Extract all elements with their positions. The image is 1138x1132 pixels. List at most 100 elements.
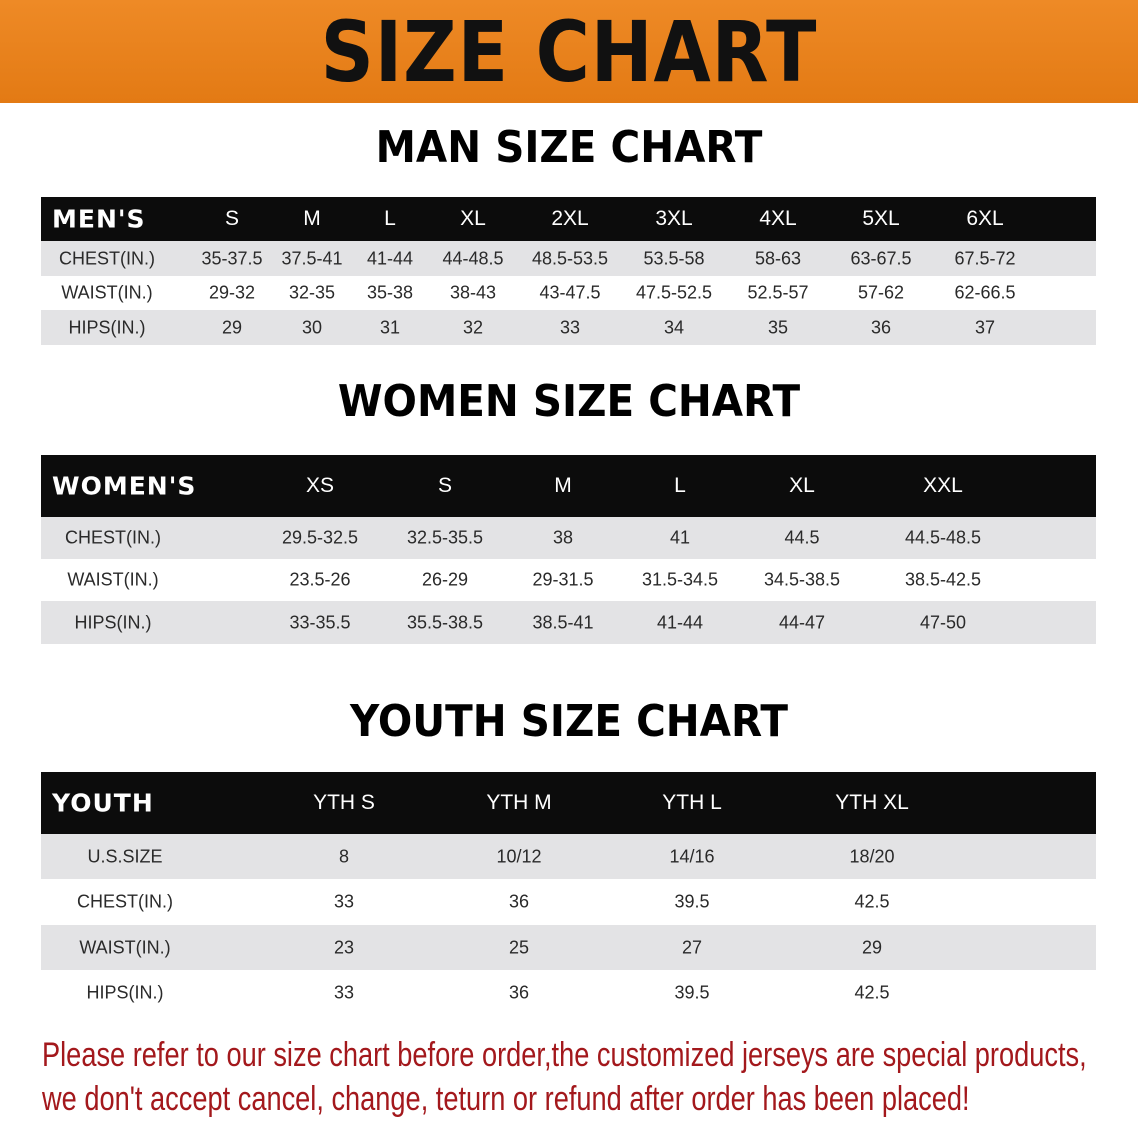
table-cell: 26-29 bbox=[421, 569, 469, 590]
row-label: CHEST(IN.) bbox=[77, 891, 173, 912]
table-cell: 35-37.5 bbox=[201, 248, 263, 268]
women-section-title: WOMEN SIZE CHART bbox=[337, 376, 801, 427]
column-header: 6XL bbox=[966, 207, 1004, 230]
column-header: XL bbox=[789, 474, 815, 497]
table-row: HIPS(IN.) 33-35.5 35.5-38.5 38.5-41 41-44 44-… bbox=[41, 601, 1096, 644]
column-header: XL bbox=[460, 207, 486, 230]
table-header: MEN'S S M L XL 2XL 3XL 4XL 5XL 6XL bbox=[41, 197, 1096, 241]
table-header: WOMEN'S XS S M L XL XXL bbox=[41, 455, 1096, 517]
table-row: WAIST(IN.) 23 25 27 29 bbox=[41, 925, 1096, 970]
table-cell: 38 bbox=[552, 527, 574, 548]
table-cell: 32-35 bbox=[288, 282, 336, 303]
table-cell: 31 bbox=[379, 317, 401, 337]
youth-section-title: YOUTH SIZE CHART bbox=[350, 696, 788, 747]
table-row: CHEST(IN.) 29.5-32.5 32.5-35.5 38 41 44.5 44.5… bbox=[41, 517, 1096, 559]
table-cell: 41-44 bbox=[656, 612, 704, 632]
column-header: YTH XL bbox=[835, 791, 909, 814]
table-cell: 30 bbox=[301, 317, 323, 337]
table-cell: 23 bbox=[333, 937, 355, 957]
column-header: L bbox=[384, 207, 396, 230]
row-label: CHEST(IN.) bbox=[59, 248, 155, 268]
column-header: 4XL bbox=[759, 207, 797, 230]
column-header: 3XL bbox=[655, 207, 693, 230]
column-header: M bbox=[303, 207, 321, 230]
table-row: HIPS(IN.) 29 30 31 32 33 34 35 36 37 bbox=[41, 310, 1096, 345]
column-header: XXL bbox=[923, 474, 963, 497]
table-cell: 48.5-53.5 bbox=[531, 248, 609, 268]
column-header: YTH L bbox=[662, 791, 722, 814]
table-cell: 47-50 bbox=[919, 612, 967, 632]
row-label: U.S.SIZE bbox=[87, 846, 163, 866]
table-cell: 37.5-41 bbox=[281, 248, 343, 268]
table-category-heading: WOMEN'S bbox=[52, 471, 197, 501]
table-cell: 44-48.5 bbox=[442, 248, 504, 268]
table-cell: 10/12 bbox=[496, 846, 542, 866]
table-cell: 67.5-72 bbox=[954, 248, 1016, 268]
table-cell: 39.5 bbox=[674, 982, 710, 1002]
notice-line-2: we don't accept cancel, change, teturn o… bbox=[42, 1080, 970, 1118]
table-cell: 29 bbox=[861, 937, 883, 957]
table-cell: 57-62 bbox=[857, 282, 905, 303]
table-row: WAIST(IN.) 29-32 32-35 35-38 38-43 43-47.5 47.… bbox=[41, 276, 1096, 310]
table-cell: 38.5-42.5 bbox=[904, 569, 982, 590]
table-cell: 38-43 bbox=[449, 282, 497, 303]
column-header: M bbox=[554, 474, 572, 497]
table-cell: 33 bbox=[559, 317, 581, 337]
table-cell: 62-66.5 bbox=[954, 282, 1016, 303]
table-cell: 42.5 bbox=[854, 982, 890, 1002]
table-cell: 47.5-52.5 bbox=[635, 282, 713, 303]
table-cell: 32 bbox=[462, 317, 484, 337]
table-cell: 23.5-26 bbox=[289, 569, 351, 590]
table-cell: 36 bbox=[508, 891, 530, 912]
table-cell: 41 bbox=[669, 527, 691, 548]
table-cell: 29-32 bbox=[208, 282, 256, 303]
row-label: HIPS(IN.) bbox=[86, 982, 164, 1002]
row-label: WAIST(IN.) bbox=[61, 282, 153, 303]
column-header: S bbox=[224, 207, 240, 230]
table-cell: 52.5-57 bbox=[747, 282, 809, 303]
table-cell: 36 bbox=[870, 317, 892, 337]
table-cell: 42.5 bbox=[854, 891, 890, 912]
column-header: YTH S bbox=[313, 791, 375, 814]
table-cell: 29.5-32.5 bbox=[281, 527, 359, 548]
table-category-heading: YOUTH bbox=[52, 788, 154, 818]
table-cell: 63-67.5 bbox=[850, 248, 912, 268]
table-cell: 35.5-38.5 bbox=[406, 612, 484, 632]
table-row: U.S.SIZE 8 10/12 14/16 18/20 bbox=[41, 834, 1096, 879]
row-label: CHEST(IN.) bbox=[65, 527, 161, 548]
table-cell: 32.5-35.5 bbox=[406, 527, 484, 548]
column-header: L bbox=[674, 474, 686, 497]
table-cell: 14/16 bbox=[669, 846, 715, 866]
row-label: WAIST(IN.) bbox=[79, 937, 171, 957]
table-cell: 29-31.5 bbox=[532, 569, 594, 590]
column-header: S bbox=[437, 474, 453, 497]
men-section-title: MAN SIZE CHART bbox=[375, 122, 763, 173]
column-header: 2XL bbox=[551, 207, 589, 230]
table-cell: 43-47.5 bbox=[539, 282, 601, 303]
table-header: YOUTH YTH S YTH M YTH L YTH XL bbox=[41, 772, 1096, 834]
table-cell: 29 bbox=[221, 317, 243, 337]
table-row: CHEST(IN.) 33 36 39.5 42.5 bbox=[41, 879, 1096, 925]
table-cell: 44-47 bbox=[778, 612, 826, 632]
banner-title: SIZE CHART bbox=[320, 3, 818, 101]
table-cell: 25 bbox=[508, 937, 530, 957]
table-cell: 41-44 bbox=[366, 248, 414, 268]
row-label: HIPS(IN.) bbox=[68, 317, 146, 337]
table-cell: 38.5-41 bbox=[532, 612, 594, 632]
table-cell: 8 bbox=[338, 846, 350, 866]
column-header: XS bbox=[305, 474, 335, 497]
table-cell: 33 bbox=[333, 891, 355, 912]
table-cell: 35-38 bbox=[366, 282, 414, 303]
table-cell: 18/20 bbox=[849, 846, 895, 866]
table-cell: 33 bbox=[333, 982, 355, 1002]
table-row: CHEST(IN.) 35-37.5 37.5-41 41-44 44-48.5 48.5… bbox=[41, 241, 1096, 276]
size-chart-banner: SIZE CHART bbox=[0, 0, 1138, 103]
column-header: 5XL bbox=[862, 207, 900, 230]
table-cell: 34 bbox=[663, 317, 685, 337]
table-cell: 27 bbox=[681, 937, 703, 957]
table-cell: 33-35.5 bbox=[289, 612, 351, 632]
table-row: HIPS(IN.) 33 36 39.5 42.5 bbox=[41, 970, 1096, 1015]
notice-line-1: Please refer to our size chart before or… bbox=[42, 1036, 1087, 1074]
row-label: HIPS(IN.) bbox=[74, 612, 152, 632]
table-row: WAIST(IN.) 23.5-26 26-29 29-31.5 31.5-34.5 34… bbox=[41, 559, 1096, 601]
